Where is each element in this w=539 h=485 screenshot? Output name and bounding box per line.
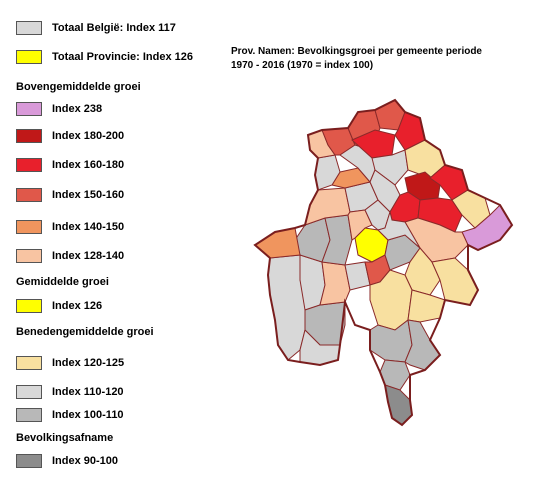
legend-swatch	[16, 408, 42, 422]
legend-item-index-140-150: Index 140-150	[16, 219, 124, 235]
legend-swatch	[16, 299, 42, 313]
legend-swatch	[16, 356, 42, 370]
legend-heading-decline: Bevolkingsafname	[16, 432, 114, 444]
legend-label: Index 140-150	[52, 221, 125, 233]
legend-label: Index 150-160	[52, 189, 125, 201]
legend-swatch	[16, 129, 42, 143]
legend-label: Index 100-110	[52, 409, 124, 421]
legend-item-index-180-200: Index 180-200	[16, 128, 124, 144]
legend-label: Index 126	[52, 300, 103, 312]
legend-label: Index 90-100	[52, 455, 119, 467]
municipality-region	[377, 210, 421, 249]
legend-item-index-160-180: Index 160-180	[16, 157, 124, 173]
legend-label: Totaal Provincie: Index 126	[52, 51, 194, 63]
legend-swatch	[16, 454, 42, 468]
legend-swatch	[16, 220, 42, 234]
legend-label: Index 180-200	[52, 130, 125, 142]
legend-heading-average: Gemiddelde groei	[16, 276, 109, 288]
legend-swatch	[16, 102, 42, 116]
legend-item-index-110-120: Index 110-120	[16, 384, 124, 400]
legend-swatch	[16, 188, 42, 202]
legend-label: Totaal België: Index 117	[52, 22, 176, 34]
legend-label: Index 160-180	[52, 159, 125, 171]
legend-swatch	[16, 21, 42, 35]
legend-heading-below-average: Benedengemiddelde groei	[16, 326, 154, 338]
legend-item-index-90-100: Index 90-100	[16, 453, 118, 469]
legend-item-index-126: Index 126	[16, 298, 102, 314]
legend-item-index-238: Index 238	[16, 101, 102, 117]
legend-item-index-128-140: Index 128-140	[16, 248, 124, 264]
province-outline	[253, 98, 514, 427]
legend-label: Index 238	[52, 103, 103, 115]
municipality-region	[351, 129, 396, 159]
map-title: Prov. Namen: Bevolkingsgroei per gemeent…	[231, 45, 531, 73]
legend-total-provincie: Totaal Provincie: Index 126	[16, 49, 193, 65]
legend-total-belgie: Totaal België: Index 117	[16, 20, 176, 36]
legend-label: Index 120-125	[52, 357, 125, 369]
legend-swatch	[16, 385, 42, 399]
legend-item-index-120-125: Index 120-125	[16, 355, 124, 371]
legend-swatch	[16, 158, 42, 172]
map-title-line-1: Prov. Namen: Bevolkingsgroei per gemeent…	[231, 46, 482, 57]
legend-label: Index 110-120	[52, 386, 124, 398]
legend-swatch	[16, 249, 42, 263]
legend-swatch	[16, 50, 42, 64]
map-title-line-2: 1970 - 2016 (1970 = index 100)	[231, 60, 374, 71]
legend-item-index-100-110: Index 100-110	[16, 407, 124, 423]
legend-item-index-150-160: Index 150-160	[16, 187, 124, 203]
legend-label: Index 128-140	[52, 250, 125, 262]
legend-heading-above-average: Bovengemiddelde groei	[16, 81, 141, 93]
